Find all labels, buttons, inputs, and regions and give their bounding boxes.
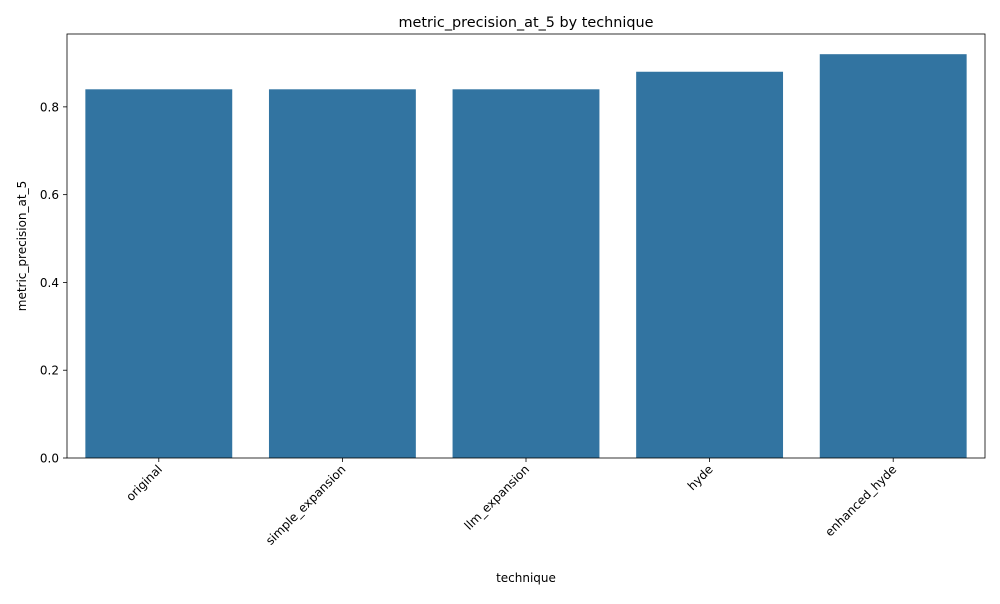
- bar-hyde: [636, 71, 784, 459]
- chart-title: metric_precision_at_5 by technique: [398, 15, 653, 31]
- x-tick-label-original: original: [123, 462, 165, 504]
- x-tick-label-simple_expansion: simple_expansion: [263, 462, 349, 548]
- bars-layer: [85, 54, 967, 459]
- x-tick-label-llm_expansion: llm_expansion: [462, 462, 533, 533]
- x-tick-label-enhanced_hyde: enhanced_hyde: [822, 462, 899, 539]
- bar-simple_expansion: [268, 89, 416, 458]
- y-tick-label-0.8: 0.8: [40, 100, 59, 114]
- bar-llm_expansion: [452, 89, 600, 458]
- y-tick-label-0.2: 0.2: [40, 364, 59, 378]
- y-tick-label-0.4: 0.4: [40, 276, 59, 290]
- y-tick-label-0.0: 0.0: [40, 452, 59, 466]
- y-axis-label: metric_precision_at_5: [15, 181, 29, 311]
- bar-original: [85, 89, 233, 458]
- x-tick-label-hyde: hyde: [685, 462, 716, 493]
- plot-frame: [66, 33, 986, 459]
- y-tick-label-0.6: 0.6: [40, 188, 59, 202]
- bar-enhanced_hyde: [819, 54, 967, 458]
- x-axis-label: technique: [496, 571, 556, 585]
